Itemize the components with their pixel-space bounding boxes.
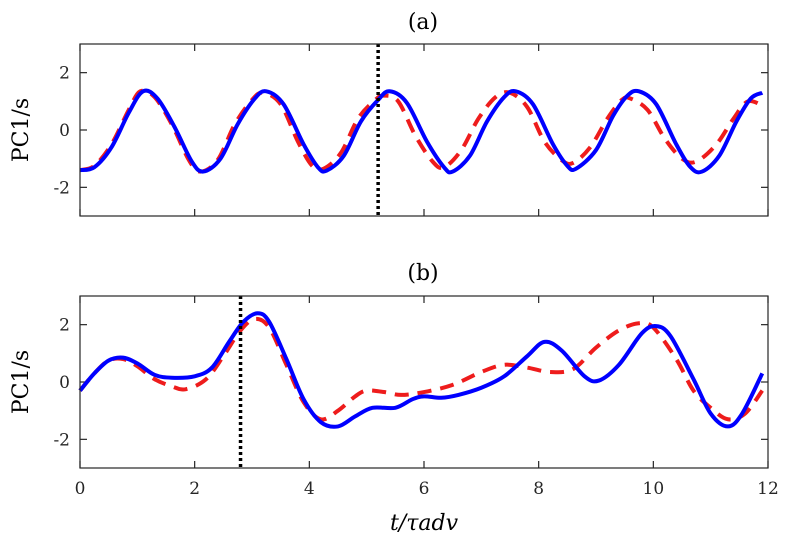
panel-b-xtick-label: 0: [75, 479, 86, 499]
panel-a-ytick-label: 2: [59, 64, 70, 84]
panel-a-axes: [79, 43, 769, 217]
panel-b-title: (b): [407, 261, 438, 286]
panel-b-ytick-label: -2: [53, 430, 70, 450]
panel-a-title: (a): [408, 10, 438, 35]
panel-b-xtick-label: 8: [533, 479, 544, 499]
panel-b-series-solid: [78, 311, 765, 429]
panel-b-ytick-label: 2: [59, 316, 70, 336]
panel-a-ytick-label: -2: [53, 178, 70, 198]
panel-a-ylabel: PC1/s: [9, 98, 34, 162]
panel-b-axes: [79, 295, 769, 469]
panel-a-series: [79, 88, 766, 175]
panel-b-xtick-label: 6: [419, 479, 430, 499]
panel-b-ticks: -2 0 2 0 2 4 6 8 10 12: [53, 296, 779, 499]
panel-b: (b) -2 0 2 0 2 4 6 8 10 12 PC1/s t/τadv: [9, 261, 779, 536]
panel-b-series-dashed: [78, 316, 764, 422]
panel-b-xtick-label: 10: [643, 479, 665, 499]
panel-b-xlabel: t/τadv: [390, 511, 459, 536]
panel-a-ytick-label: 0: [59, 121, 70, 141]
panel-b-ylabel: PC1/s: [9, 350, 34, 414]
panel-a-series-solid: [79, 88, 764, 175]
panel-b-ytick-label: 0: [59, 373, 70, 393]
panel-b-xtick-label: 4: [304, 479, 315, 499]
panel-b-xtick-label: 2: [189, 479, 200, 499]
panel-b-series: [78, 311, 765, 429]
panel-b-xtick-label: 12: [757, 479, 779, 499]
panel-a-ticks: -2 0 2: [53, 44, 769, 216]
panel-a-series-dashed: [79, 88, 766, 174]
panel-a: (a) -2 0 2 PC1/s: [9, 10, 769, 217]
